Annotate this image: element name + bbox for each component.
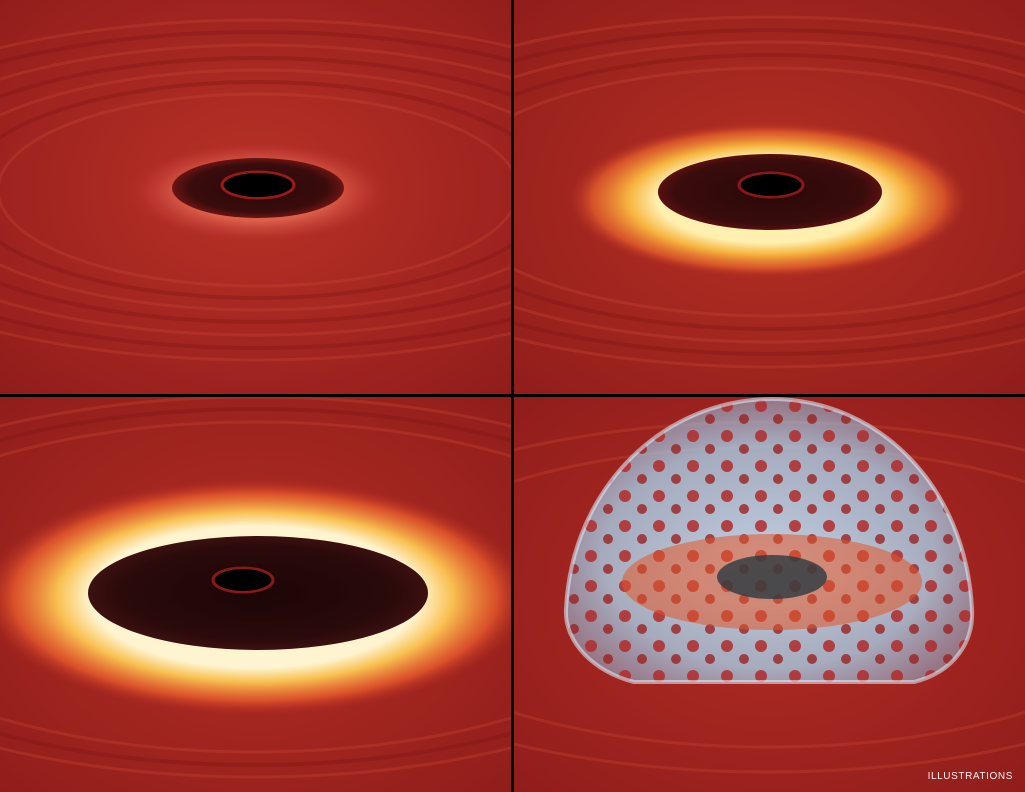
black-hole: [215, 569, 271, 591]
panel-corona-dome: [514, 397, 1025, 792]
panel-heated-ring: [514, 0, 1025, 394]
illustrations-caption: ILLUSTRATIONS: [927, 771, 1013, 782]
black-hole: [741, 174, 801, 196]
panel-small-cavity: [0, 0, 511, 394]
corona-edge: [563, 397, 975, 684]
black-hole: [224, 173, 292, 197]
dark-cavity: [88, 536, 428, 650]
panel-large-cavity: [0, 397, 511, 792]
